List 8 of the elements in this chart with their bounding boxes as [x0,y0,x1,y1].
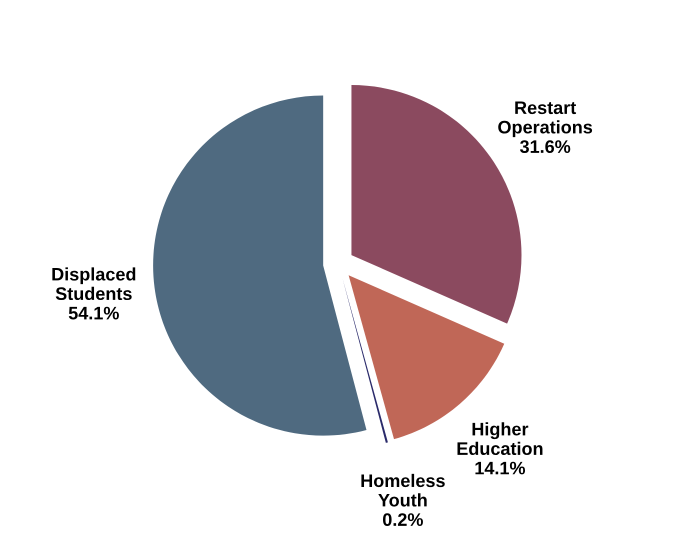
data-label: 14.1% [475,462,526,474]
data-label: 54.1% [68,306,119,320]
slice-label: Restart Operations [498,102,592,138]
slice-label: Displaced Students [52,267,136,300]
data-label: 31.6% [520,140,570,154]
slice-label: Higher Education [457,422,542,456]
data-label: 0.2% [382,513,423,526]
slice-label: Homeless Youth [361,474,445,507]
